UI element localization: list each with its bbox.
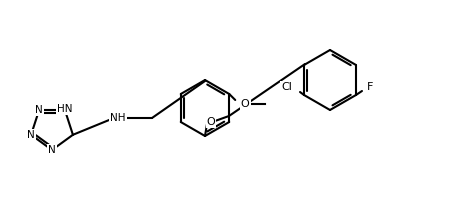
Text: O: O — [206, 117, 215, 127]
Text: NH: NH — [110, 113, 125, 123]
Text: N: N — [27, 130, 35, 140]
Text: HN: HN — [57, 104, 73, 114]
Text: O: O — [241, 99, 249, 109]
Text: Cl: Cl — [280, 82, 291, 92]
Text: N: N — [35, 105, 43, 115]
Text: F: F — [366, 82, 372, 92]
Text: N: N — [48, 145, 56, 155]
